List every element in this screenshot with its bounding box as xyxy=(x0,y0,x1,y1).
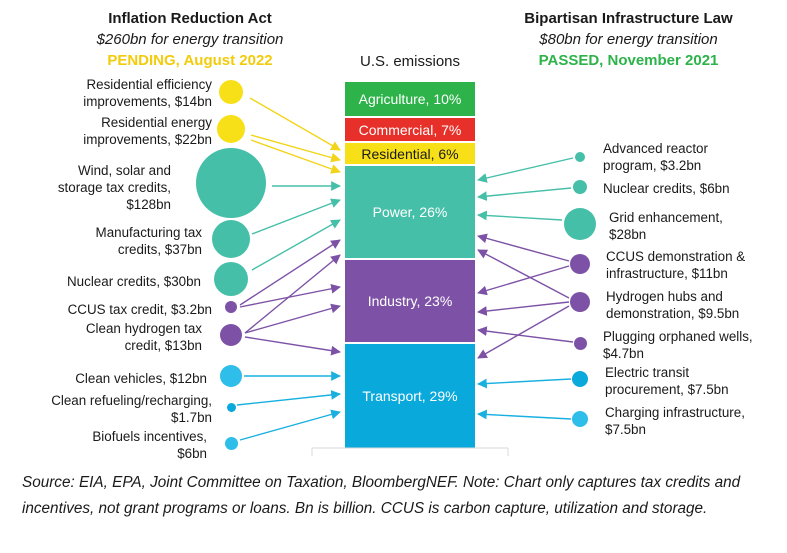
label-ira-manufacturing: Manufacturing tax credits, $37bn xyxy=(95,225,202,257)
arrow-bil-electric-transit xyxy=(477,378,572,389)
bubble-ira-hydrogen xyxy=(220,324,242,346)
source-footnote: Source: EIA, EPA, Joint Committee on Tax… xyxy=(22,474,741,517)
arrow-bil-orphaned-wells xyxy=(477,326,574,343)
segment-agriculture: Agriculture, 10% xyxy=(345,82,475,118)
ira-status: PENDING, August 2022 xyxy=(107,52,273,69)
bubble-ira-clean-vehicles xyxy=(220,365,242,387)
bubble-bil-electric-transit xyxy=(572,371,588,387)
segment-commercial: Commercial, 7% xyxy=(345,118,475,143)
arrow-bil-h2-power xyxy=(477,249,570,299)
bil-title: Bipartisan Infrastructure Law xyxy=(524,10,733,27)
segment-industry: Industry, 23% xyxy=(345,260,475,344)
bubble-bil-orphaned-wells xyxy=(573,336,587,350)
bubble-ira-residential-energy xyxy=(217,115,245,143)
label-ira-wind-solar-storage: Wind, solar and storage tax credits, $128b… xyxy=(57,163,171,212)
bil-status: PASSED, November 2021 xyxy=(538,52,719,69)
label-ira-biofuels: Biofuels incentives, $6bn xyxy=(92,429,207,461)
arrow-ira-h2-power xyxy=(244,254,341,334)
ira-header: Inflation Reduction Act $260bn for energ… xyxy=(40,8,340,71)
arrow-bil-charging xyxy=(477,409,572,420)
ira-subtitle: $260bn for energy transition xyxy=(96,31,284,48)
label-bil-electric-transit: Electric transit procurement, $7.5bn xyxy=(605,365,729,397)
bubble-bil-ccus xyxy=(570,254,590,274)
arrow-bil-h2-transport xyxy=(477,305,570,359)
arrow-ira-res-energy xyxy=(250,134,341,163)
label-bil-advanced-reactor: Advanced reactor program, $3.2bn xyxy=(603,141,708,173)
label-ira-hydrogen: Clean hydrogen tax credit, $13bn xyxy=(85,321,202,353)
arrow-ira-nuclear xyxy=(251,219,341,271)
label-ira-refueling: Clean refueling/recharging, $1.7bn xyxy=(51,393,212,425)
bubble-ira-biofuels xyxy=(224,436,238,450)
ira-title: Inflation Reduction Act xyxy=(108,10,272,27)
label-bil-nuclear: Nuclear credits, $6bn xyxy=(603,181,730,196)
bubble-bil-charging xyxy=(572,411,588,427)
label-ira-ccus: CCUS tax credit, $3.2bn xyxy=(67,302,212,317)
arrow-bil-nuclear xyxy=(477,187,572,202)
arrow-ira-ccus-power xyxy=(239,239,341,306)
arrow-bil-grid xyxy=(477,210,563,221)
bubble-bil-grid xyxy=(564,208,596,240)
bubble-bil-advanced-reactor xyxy=(575,152,585,162)
arrow-ira-manufacturing xyxy=(251,198,341,235)
bil-header: Bipartisan Infrastructure Law $80bn for … xyxy=(476,8,781,71)
bubble-bil-nuclear xyxy=(573,180,587,194)
arrow-ira-refueling xyxy=(236,390,341,406)
segment-label: Residential, 6% xyxy=(361,145,459,162)
arrow-ira-res-energy-2 xyxy=(250,139,341,174)
label-bil-hydrogen: Hydrogen hubs and demonstration, $9.5bn xyxy=(606,289,740,321)
label-bil-ccus: CCUS demonstration & infrastructure, $11b… xyxy=(606,249,746,281)
label-ira-residential-energy: Residential energy improvements, $22bn xyxy=(83,115,212,147)
label-bil-charging: Charging infrastructure, $7.5bn xyxy=(605,405,745,437)
arrow-ira-res-efficiency xyxy=(249,97,341,151)
arrow-bil-ccus-power xyxy=(477,233,570,262)
label-ira-clean-vehicles: Clean vehicles, $12bn xyxy=(75,371,207,386)
bubble-ira-ccus xyxy=(225,301,237,313)
segment-label: Commercial, 7% xyxy=(358,121,462,138)
arrow-bil-h2-industry xyxy=(477,301,570,316)
segment-label: Industry, 23% xyxy=(367,293,453,309)
bubble-bil-hydrogen xyxy=(570,292,590,312)
arrow-ira-ccus-industry xyxy=(239,283,341,308)
bil-subtitle: $80bn for energy transition xyxy=(539,31,718,48)
bubble-ira-manufacturing xyxy=(212,220,250,258)
arrow-ira-h2-industry xyxy=(244,303,341,334)
label-ira-residential-efficiency: Residential efficiency improvements, $14b… xyxy=(83,77,212,109)
arrow-ira-biofuels xyxy=(239,409,341,441)
arrow-bil-advanced-reactor xyxy=(477,157,574,183)
bubble-ira-refueling xyxy=(226,402,236,412)
label-bil-orphaned-wells: Plugging orphaned wells, $4.7bn xyxy=(603,329,753,361)
segment-label: Power, 26% xyxy=(372,204,448,220)
label-ira-nuclear: Nuclear credits, $30bn xyxy=(67,274,201,289)
bubble-ira-nuclear xyxy=(214,262,248,296)
label-bil-grid: Grid enhancement, $28bn xyxy=(609,210,723,242)
bubble-ira-residential-efficiency xyxy=(219,80,243,104)
segment-residential: Residential, 6% xyxy=(345,143,475,166)
bubble-ira-wind-solar-storage xyxy=(196,148,266,218)
arrow-bil-ccus-industry xyxy=(477,265,570,296)
arrow-ira-h2-transport xyxy=(244,336,341,356)
segment-power: Power, 26% xyxy=(345,166,475,260)
stack-title: U.S. emissions xyxy=(359,53,461,70)
segment-transport: Transport, 29% xyxy=(345,344,475,448)
segment-label: Agriculture, 10% xyxy=(358,91,462,107)
segment-label: Transport, 29% xyxy=(362,388,458,404)
